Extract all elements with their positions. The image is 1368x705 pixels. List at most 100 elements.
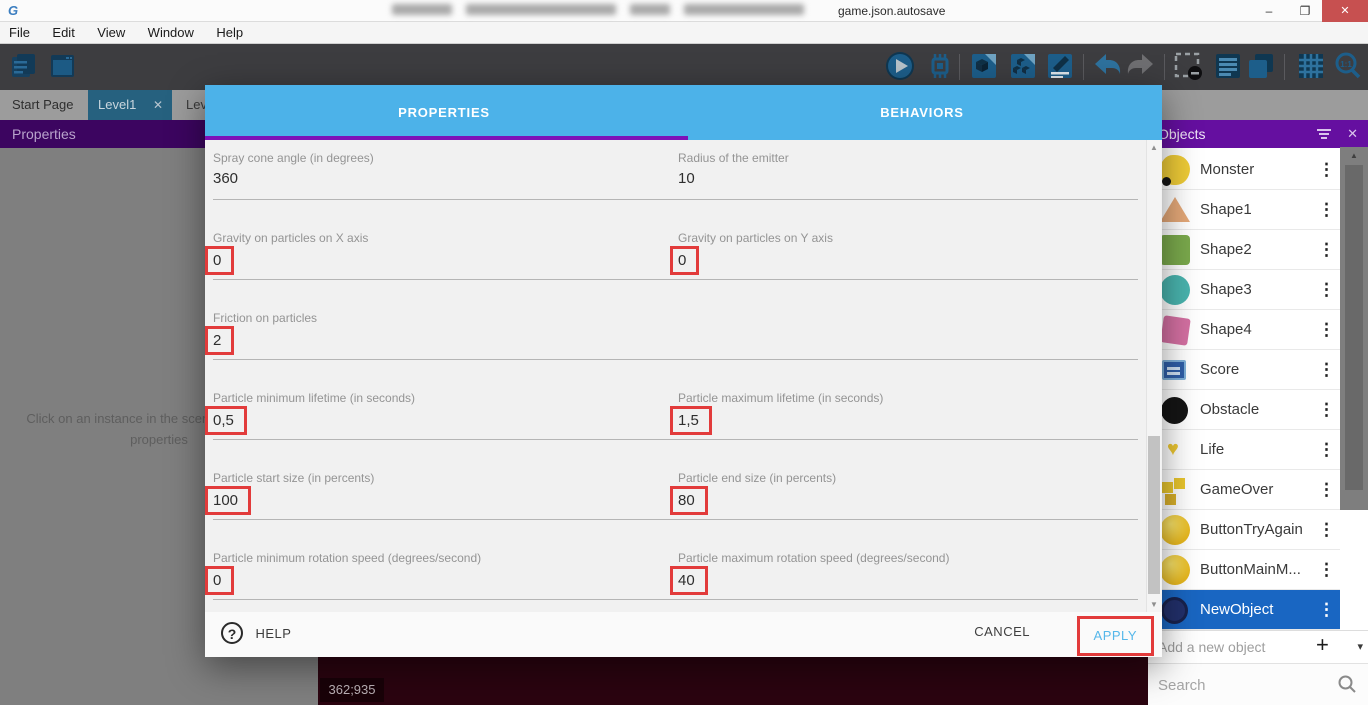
object-row-shape1[interactable]: Shape1 ⋮ <box>1148 190 1340 230</box>
help-button[interactable]: ? HELP <box>221 622 291 648</box>
events-editor-icon[interactable] <box>1044 50 1076 82</box>
menu-file[interactable]: File <box>9 25 30 40</box>
field-end-size[interactable]: Particle end size (in percents) 80 <box>670 470 1133 520</box>
redo-icon[interactable] <box>1124 50 1156 82</box>
objects-list-scrollbar[interactable]: ▲ <box>1340 147 1368 510</box>
debug-icon[interactable] <box>924 50 956 82</box>
grid-icon[interactable] <box>1295 50 1327 82</box>
object-row-shape3[interactable]: Shape3 ⋮ <box>1148 270 1340 310</box>
objects-editor-icon[interactable] <box>968 50 1000 82</box>
scrollbar-thumb[interactable] <box>1345 165 1363 490</box>
layers-icon[interactable] <box>1245 50 1277 82</box>
field-max-rotation-speed[interactable]: Particle maximum rotation speed (degrees… <box>670 550 1133 600</box>
add-object-button[interactable]: + <box>1316 632 1329 657</box>
preview-play-icon[interactable] <box>884 50 916 82</box>
object-menu-icon[interactable]: ⋮ <box>1318 160 1335 179</box>
object-menu-icon[interactable]: ⋮ <box>1318 520 1335 539</box>
instances-editor-icon[interactable] <box>1007 50 1039 82</box>
object-row-monster[interactable]: Monster ⋮ <box>1148 150 1340 190</box>
tab-level1[interactable]: Level1 ✕ <box>88 90 172 120</box>
field-value-highlighted[interactable]: 2 <box>205 326 235 355</box>
field-value-highlighted[interactable]: 0,5 <box>205 406 247 435</box>
object-menu-icon[interactable]: ⋮ <box>1318 280 1335 299</box>
object-menu-icon[interactable]: ⋮ <box>1318 240 1335 259</box>
menu-help[interactable]: Help <box>216 25 244 40</box>
object-row-newobject-selected[interactable]: NewObject ⋮ <box>1148 590 1340 630</box>
field-max-lifetime[interactable]: Particle maximum lifetime (in seconds) 1… <box>670 390 1133 440</box>
dialog-footer: ? HELP CANCEL APPLY <box>205 612 1162 657</box>
object-menu-icon[interactable]: ⋮ <box>1318 560 1335 579</box>
field-value[interactable]: 10 <box>678 170 695 187</box>
project-manager-icon[interactable] <box>8 50 40 82</box>
scrollbar-down-icon[interactable]: ▼ <box>1150 600 1158 609</box>
cursor-coordinates: 362;935 <box>320 678 384 702</box>
object-menu-icon[interactable]: ⋮ <box>1318 360 1335 379</box>
field-value-highlighted[interactable]: 0 <box>205 246 235 275</box>
start-page-icon[interactable] <box>46 50 78 82</box>
field-value-highlighted[interactable]: 100 <box>205 486 252 515</box>
instances-list-icon[interactable] <box>1212 50 1244 82</box>
object-thumbnail-score <box>1162 360 1186 380</box>
svg-text:1:1: 1:1 <box>1340 60 1352 69</box>
object-menu-icon[interactable]: ⋮ <box>1318 600 1335 619</box>
menu-view[interactable]: View <box>97 25 126 40</box>
add-object-label: Add a new object <box>1158 639 1266 655</box>
object-menu-icon[interactable]: ⋮ <box>1318 480 1335 499</box>
tab-level2-partial[interactable]: Lev <box>186 97 207 112</box>
cancel-button[interactable]: CANCEL <box>974 624 1030 639</box>
field-value[interactable]: 360 <box>213 170 239 187</box>
object-row-shape2[interactable]: Shape2 ⋮ <box>1148 230 1340 270</box>
object-row-gameover[interactable]: GameOver ⋮ <box>1148 470 1340 510</box>
object-row-obstacle[interactable]: Obstacle ⋮ <box>1148 390 1340 430</box>
menu-bar: File Edit View Window Help <box>0 22 1368 44</box>
field-value-highlighted[interactable]: 0 <box>670 246 700 275</box>
field-value-highlighted[interactable]: 1,5 <box>670 406 712 435</box>
object-menu-icon[interactable]: ⋮ <box>1318 320 1335 339</box>
object-menu-icon[interactable]: ⋮ <box>1318 400 1335 419</box>
object-label: Shape1 <box>1200 201 1252 218</box>
dialog-tab-properties[interactable]: PROPERTIES <box>398 105 490 120</box>
field-friction[interactable]: Friction on particles 2 <box>205 310 668 360</box>
minimize-button[interactable]: – <box>1265 4 1273 18</box>
restore-button[interactable]: ❐ <box>1299 4 1311 18</box>
object-thumbnail-life <box>1160 435 1190 465</box>
add-object-dropdown-icon[interactable]: ▾ <box>1357 641 1363 653</box>
field-min-lifetime[interactable]: Particle minimum lifetime (in seconds) 0… <box>205 390 668 440</box>
dialog-tab-behaviors[interactable]: BEHAVIORS <box>880 105 964 120</box>
close-button[interactable]: ✕ <box>1322 0 1368 22</box>
menu-edit[interactable]: Edit <box>52 25 75 40</box>
object-menu-icon[interactable]: ⋮ <box>1318 440 1335 459</box>
field-value-highlighted[interactable]: 0 <box>205 566 235 595</box>
field-gravity-x[interactable]: Gravity on particles on X axis 0 <box>205 230 668 280</box>
object-row-shape4[interactable]: Shape4 ⋮ <box>1148 310 1340 350</box>
apply-button[interactable]: APPLY <box>1093 628 1137 643</box>
field-spray-cone-angle[interactable]: Spray cone angle (in degrees) 360 <box>213 150 668 200</box>
menu-window[interactable]: Window <box>147 25 194 40</box>
object-row-score[interactable]: Score ⋮ <box>1148 350 1340 390</box>
filter-icon[interactable] <box>1316 127 1332 146</box>
help-label: HELP <box>255 625 292 641</box>
field-label: Spray cone angle (in degrees) <box>213 151 374 165</box>
field-emitter-radius[interactable]: Radius of the emitter 10 <box>678 150 1133 200</box>
undo-icon[interactable] <box>1092 50 1124 82</box>
deselect-instances-icon[interactable] <box>1172 50 1204 82</box>
dialog-scrollbar[interactable]: ▲ ▼ <box>1146 140 1161 612</box>
field-min-rotation-speed[interactable]: Particle minimum rotation speed (degrees… <box>205 550 668 600</box>
scrollbar-thumb[interactable] <box>1148 436 1160 594</box>
field-value-highlighted[interactable]: 80 <box>670 486 708 515</box>
zoom-1-1-icon[interactable]: 1:1 <box>1332 50 1364 82</box>
field-value-highlighted[interactable]: 40 <box>670 566 708 595</box>
object-row-buttonmainmenu[interactable]: ButtonMainM... ⋮ <box>1148 550 1340 590</box>
scrollbar-up-icon[interactable]: ▲ <box>1150 143 1158 152</box>
tab-close-icon[interactable]: ✕ <box>152 98 163 112</box>
objects-panel-close-icon[interactable]: ✕ <box>1347 126 1358 141</box>
field-gravity-y[interactable]: Gravity on particles on Y axis 0 <box>670 230 1133 280</box>
object-menu-icon[interactable]: ⋮ <box>1318 200 1335 219</box>
object-row-life[interactable]: Life ⋮ <box>1148 430 1340 470</box>
object-row-buttontryagain[interactable]: ButtonTryAgain ⋮ <box>1148 510 1340 550</box>
search-input[interactable] <box>1158 672 1318 698</box>
tab-start-page[interactable]: Start Page <box>12 97 74 112</box>
scrollbar-up-icon[interactable]: ▲ <box>1350 151 1358 160</box>
field-start-size[interactable]: Particle start size (in percents) 100 <box>205 470 668 520</box>
active-tab-indicator <box>205 136 688 140</box>
